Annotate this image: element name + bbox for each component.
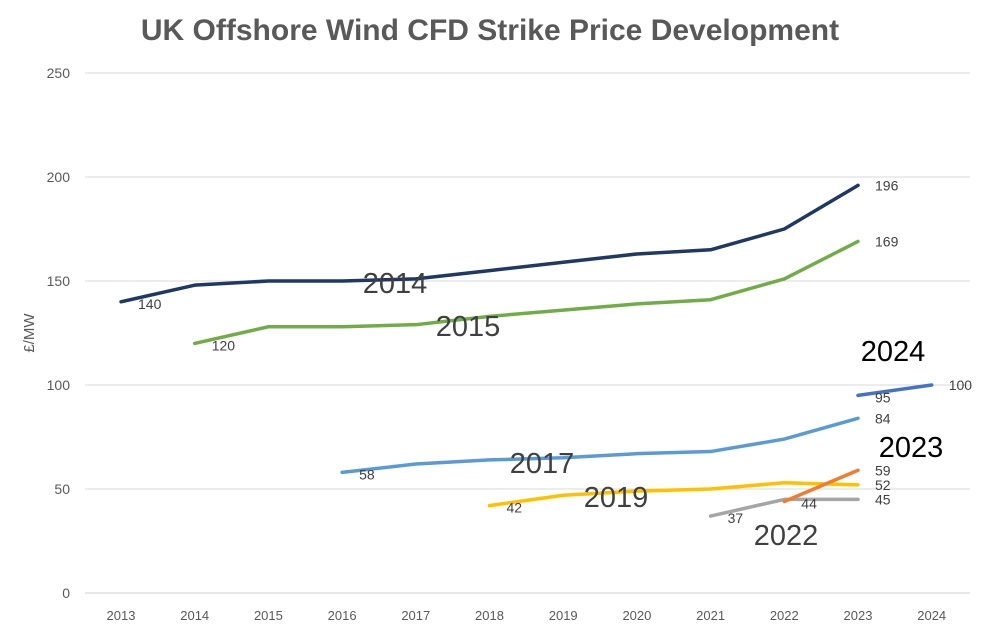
data-label: 84 xyxy=(875,410,891,426)
series-name-label: 2015 xyxy=(436,311,501,343)
x-tick-label: 2016 xyxy=(328,608,357,623)
y-tick-label: 50 xyxy=(54,481,70,497)
data-label: 37 xyxy=(728,510,744,526)
y-tick-label: 0 xyxy=(62,585,70,601)
x-tick-label: 2013 xyxy=(107,608,136,623)
x-tick-label: 2020 xyxy=(622,608,651,623)
x-tick-label: 2015 xyxy=(254,608,283,623)
x-tick-label: 2018 xyxy=(475,608,504,623)
data-label: 120 xyxy=(212,337,236,353)
x-tick-label: 2021 xyxy=(696,608,725,623)
series-name-label: 2014 xyxy=(363,268,428,300)
y-tick-label: 100 xyxy=(47,377,71,393)
series-line-2019 xyxy=(487,481,860,508)
x-tick-label: 2017 xyxy=(401,608,430,623)
series-line-2017 xyxy=(340,416,860,475)
data-label: 100 xyxy=(949,377,973,393)
data-label: 196 xyxy=(875,177,899,193)
series-line-2015 xyxy=(192,239,860,346)
x-tick-label: 2023 xyxy=(844,608,873,623)
series-line-2014 xyxy=(119,183,860,304)
y-axis-label: £/MW xyxy=(21,313,38,353)
series-line-2022 xyxy=(708,497,860,518)
series-line-2024 xyxy=(856,383,934,398)
chart-title: UK Offshore Wind CFD Strike Price Develo… xyxy=(141,14,839,47)
series-name-label: 2019 xyxy=(584,482,649,514)
series-name-label: 2022 xyxy=(754,520,819,552)
data-label: 45 xyxy=(875,491,891,507)
data-label: 59 xyxy=(875,462,891,478)
x-tick-label: 2019 xyxy=(549,608,578,623)
series-name-label: 2017 xyxy=(510,448,575,480)
x-tick-label: 2022 xyxy=(770,608,799,623)
data-label: 58 xyxy=(359,466,375,482)
y-tick-label: 250 xyxy=(47,65,71,81)
series-line-2023 xyxy=(782,468,860,504)
data-label: 140 xyxy=(138,296,162,312)
series-name-label: 2024 xyxy=(861,336,926,368)
data-label: 169 xyxy=(875,233,899,249)
x-tick-label: 2024 xyxy=(917,608,946,623)
data-label: 52 xyxy=(875,477,891,493)
data-label: 44 xyxy=(801,495,817,511)
series-name-label: 2023 xyxy=(879,432,944,464)
y-tick-label: 150 xyxy=(47,273,71,289)
y-tick-label: 200 xyxy=(47,169,71,185)
data-label: 42 xyxy=(507,500,523,516)
x-tick-label: 2014 xyxy=(180,608,209,623)
data-label: 95 xyxy=(875,389,891,405)
